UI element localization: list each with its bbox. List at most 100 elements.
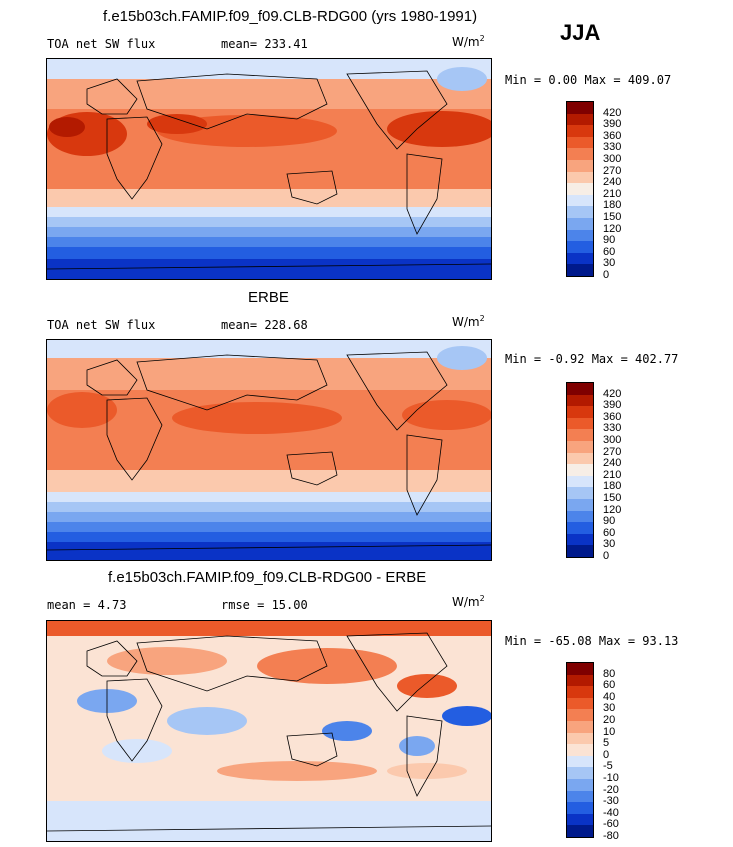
colorbar-tick-label: -80 xyxy=(603,830,619,842)
colorbar-tick-label: 210 xyxy=(603,187,622,200)
panel-1-colorbar-swatches xyxy=(566,101,594,277)
colorbar-swatch xyxy=(567,148,593,160)
panel-1-colorbar: 420 390 360 330 300 270 240 210 180 150 120 90 60 30 0 xyxy=(566,101,621,281)
colorbar-swatch xyxy=(567,533,593,546)
colorbar-swatch xyxy=(567,394,593,407)
colorbar-swatch xyxy=(567,475,593,488)
colorbar-tick-label: 420 xyxy=(603,106,622,119)
colorbar-tick-label: 420 xyxy=(603,387,622,400)
panel-1-units: W/m2 xyxy=(452,34,485,49)
colorbar-tick-label: -30 xyxy=(603,795,619,808)
colorbar-tick-label: 150 xyxy=(603,211,622,223)
colorbar-swatch xyxy=(567,194,593,207)
season-label: JJA xyxy=(560,20,601,45)
colorbar-swatch xyxy=(567,755,593,768)
panel-2-title: ERBE xyxy=(248,289,289,306)
panel-3-title: f.e15b03ch.FAMIP.f09_f09.CLB-RDG00 - ERB… xyxy=(108,569,427,586)
colorbar-swatch xyxy=(567,545,593,557)
panel-3-colorbar-swatches xyxy=(566,662,594,838)
colorbar-swatch xyxy=(567,498,593,511)
colorbar-swatch xyxy=(567,674,593,687)
colorbar-swatch xyxy=(567,159,593,172)
colorbar-tick-label: 90 xyxy=(603,515,616,528)
colorbar-tick-label: 30 xyxy=(603,257,616,270)
colorbar-tick-label: 10 xyxy=(603,725,616,738)
colorbar-swatch xyxy=(567,510,593,523)
colorbar-swatch xyxy=(567,709,593,721)
colorbar-swatch xyxy=(567,802,593,814)
colorbar-tick-label: -60 xyxy=(603,818,619,831)
colorbar-swatch xyxy=(567,406,593,418)
panel-2-field-label: TOA net SW flux xyxy=(47,318,156,332)
panel-3-units: W/m2 xyxy=(452,594,485,609)
colorbar-swatch xyxy=(567,136,593,149)
colorbar-tick-label: 90 xyxy=(603,234,616,247)
panel-3-mean: mean = 4.73 xyxy=(47,598,127,612)
colorbar-swatch xyxy=(567,229,593,242)
colorbar-tick-label: 150 xyxy=(603,492,622,504)
colorbar-tick-label: 180 xyxy=(603,199,622,212)
colorbar-tick-label: 120 xyxy=(603,222,622,235)
panel-1-title: f.e15b03ch.FAMIP.f09_f09.CLB-RDG00 (yrs … xyxy=(103,8,478,25)
colorbar-tick-label: 120 xyxy=(603,503,622,516)
panel-3-colorbar: 80 60 40 30 20 10 5 0 -5 -10 -20 -30 -40 -60 -80 xyxy=(566,662,619,842)
colorbar-tick-label: 270 xyxy=(603,164,622,177)
colorbar-tick-label: 390 xyxy=(603,118,622,131)
panel-1-map xyxy=(46,58,492,280)
colorbar-swatch xyxy=(567,663,593,675)
colorbar-swatch xyxy=(567,778,593,791)
colorbar-swatch xyxy=(567,720,593,733)
panel-1-mean: mean= 233.41 xyxy=(221,37,308,51)
colorbar-tick-label: 240 xyxy=(603,457,622,470)
colorbar-swatch xyxy=(567,452,593,465)
colorbar-swatch xyxy=(567,744,593,756)
colorbar-swatch xyxy=(567,417,593,430)
colorbar-tick-label: 0 xyxy=(603,550,610,562)
colorbar-swatch xyxy=(567,383,593,395)
panel-1-field-label: TOA net SW flux xyxy=(47,37,156,51)
colorbar-tick-label: 40 xyxy=(603,690,616,703)
panel-1-minmax: Min = 0.00 Max = 409.07 xyxy=(505,73,672,87)
colorbar-tick-label: 0 xyxy=(603,748,610,761)
colorbar-swatch xyxy=(567,440,593,453)
colorbar-swatch xyxy=(567,183,593,195)
colorbar-swatch xyxy=(567,697,593,710)
colorbar-tick-label: 60 xyxy=(603,526,616,539)
colorbar-swatch xyxy=(567,790,593,803)
panel-2-minmax: Min = -0.92 Max = 402.77 xyxy=(505,352,679,366)
colorbar-swatch xyxy=(567,206,593,218)
colorbar-tick-label: 240 xyxy=(603,176,622,189)
colorbar-swatch xyxy=(567,102,593,114)
colorbar-swatch xyxy=(567,264,593,276)
colorbar-tick-label: 300 xyxy=(603,153,622,165)
colorbar-swatch xyxy=(567,241,593,253)
colorbar-tick-label: 20 xyxy=(603,714,616,726)
colorbar-swatch xyxy=(567,252,593,265)
panel-2-colorbar: 420 390 360 330 300 270 240 210 180 150 120 90 60 30 0 xyxy=(566,382,621,562)
colorbar-swatch xyxy=(567,767,593,779)
colorbar-swatch xyxy=(567,171,593,184)
colorbar-tick-label: 210 xyxy=(603,468,622,481)
colorbar-swatch xyxy=(567,113,593,126)
panel-2-map xyxy=(46,339,492,561)
colorbar-tick-label: 300 xyxy=(603,434,622,446)
colorbar-swatch xyxy=(567,487,593,499)
panel-3-rmse: rmse = 15.00 xyxy=(221,598,308,612)
colorbar-swatch xyxy=(567,217,593,230)
colorbar-tick-label: 330 xyxy=(603,141,622,154)
colorbar-tick-label: -20 xyxy=(603,783,619,796)
colorbar-tick-label: 60 xyxy=(603,245,616,258)
colorbar-tick-label: -10 xyxy=(603,772,619,784)
colorbar-swatch xyxy=(567,813,593,826)
colorbar-tick-label: 30 xyxy=(603,538,616,551)
colorbar-tick-label: 60 xyxy=(603,679,616,692)
colorbar-tick-label: 270 xyxy=(603,445,622,458)
colorbar-swatch xyxy=(567,464,593,476)
colorbar-tick-label: 5 xyxy=(603,737,610,750)
colorbar-tick-label: 360 xyxy=(603,129,622,142)
colorbar-tick-label: -40 xyxy=(603,806,619,819)
colorbar-tick-label: 0 xyxy=(603,269,610,281)
colorbar-tick-label: -5 xyxy=(603,760,613,773)
colorbar-swatch xyxy=(567,732,593,745)
panel-2-colorbar-swatches xyxy=(566,382,594,558)
